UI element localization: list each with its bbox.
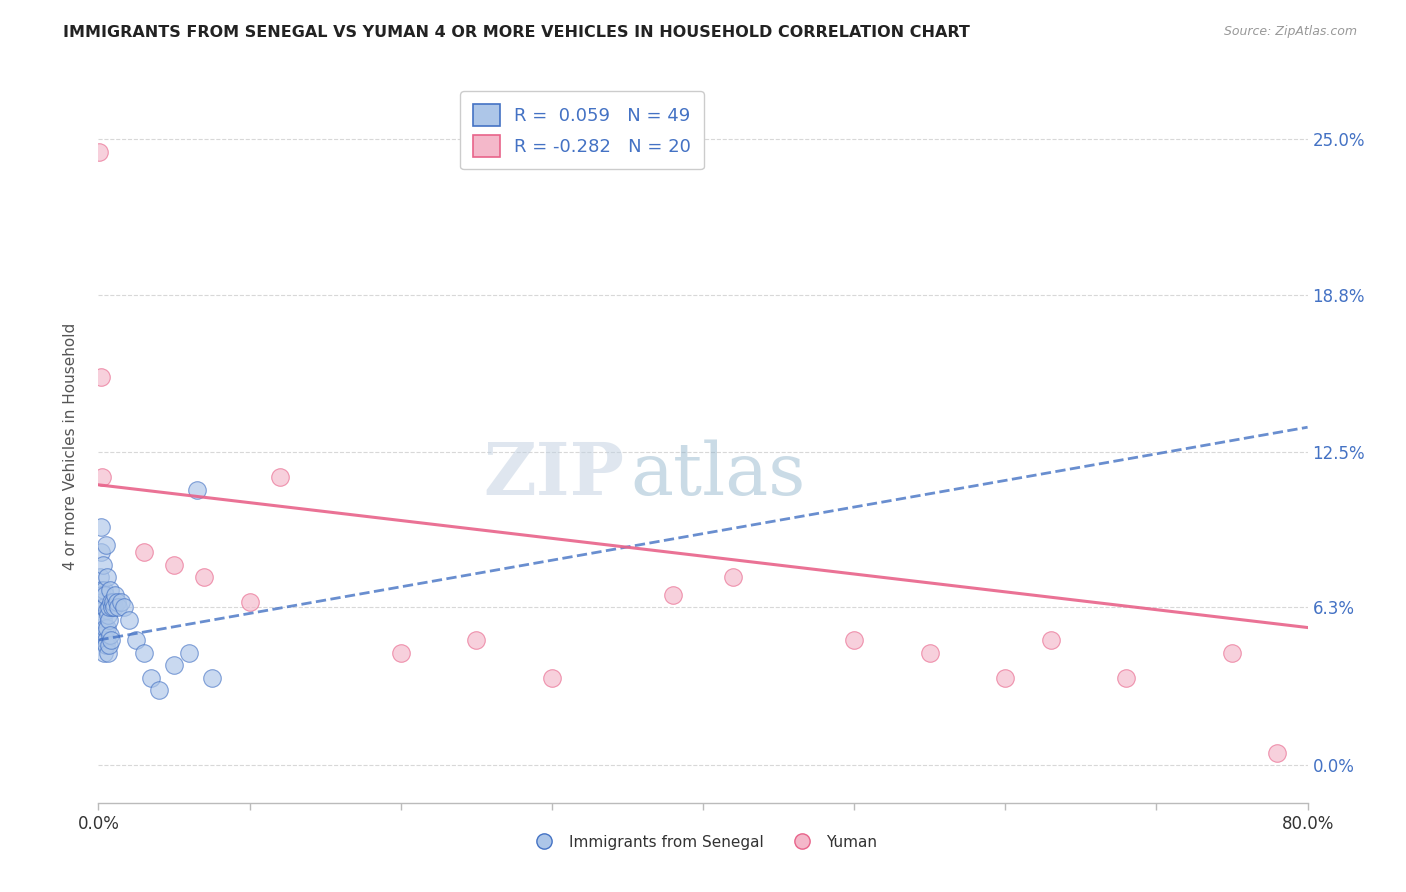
Point (96, 570, 118, 584)
Point (94, 621, 117, 635)
Point (186, 483, 208, 497)
Point (269, 470, 291, 484)
Point (94, 633, 117, 648)
Point (89, 570, 111, 584)
Point (97, 646, 120, 660)
Point (1220, 646, 1243, 660)
Point (723, 570, 745, 584)
Point (98, 628, 121, 642)
Point (100, 633, 122, 648)
Point (90, 588, 112, 602)
Text: IMMIGRANTS FROM SENEGAL VS YUMAN 4 OR MORE VEHICLES IN HOUSEHOLD CORRELATION CHA: IMMIGRANTS FROM SENEGAL VS YUMAN 4 OR MO… (63, 25, 970, 40)
Point (118, 613, 141, 627)
Point (91, 470, 114, 484)
Y-axis label: 4 or more Vehicles in Household: 4 or more Vehicles in Household (63, 322, 77, 570)
Point (91, 628, 114, 642)
Point (101, 600, 124, 615)
Point (101, 595, 124, 609)
Point (994, 671, 1017, 685)
Point (110, 595, 132, 609)
Point (141, 671, 163, 685)
Point (100, 595, 122, 609)
Point (94, 538, 117, 552)
Point (91, 613, 114, 627)
Point (132, 646, 155, 660)
Point (97, 607, 120, 622)
Point (90, 582, 112, 597)
Point (96, 621, 118, 635)
Legend: Immigrants from Senegal, Yuman: Immigrants from Senegal, Yuman (523, 829, 883, 855)
Point (93, 600, 115, 615)
Point (89, 621, 111, 635)
Point (1267, 746, 1289, 760)
Point (90, 520, 112, 534)
Point (540, 671, 562, 685)
Point (94, 588, 117, 602)
Point (179, 646, 201, 660)
Point (163, 658, 186, 673)
Point (93, 646, 115, 660)
Point (201, 671, 224, 685)
Point (389, 646, 412, 660)
Point (91, 558, 114, 572)
Point (98, 638, 121, 652)
Point (93, 582, 115, 597)
Point (105, 595, 128, 609)
Point (107, 600, 129, 615)
Point (96, 638, 118, 652)
Point (89, 145, 111, 159)
Point (148, 683, 170, 698)
Point (239, 595, 262, 609)
Point (465, 633, 488, 648)
Point (89, 607, 111, 622)
Point (90, 545, 112, 559)
Point (91, 595, 114, 609)
Point (1039, 633, 1062, 648)
Point (193, 570, 215, 584)
Point (89, 633, 111, 648)
Point (103, 600, 125, 615)
Point (1115, 671, 1137, 685)
Point (98, 600, 121, 615)
Point (97, 613, 120, 627)
Point (844, 633, 866, 648)
Point (104, 588, 127, 602)
Text: atlas: atlas (630, 439, 806, 510)
Point (96, 603, 118, 617)
Point (112, 600, 135, 615)
Point (163, 558, 186, 572)
Text: Source: ZipAtlas.com: Source: ZipAtlas.com (1223, 25, 1357, 38)
Point (90, 370, 112, 384)
Point (132, 545, 155, 559)
Point (125, 633, 148, 648)
Point (661, 588, 683, 602)
Point (918, 646, 941, 660)
Text: ZIP: ZIP (484, 439, 624, 510)
Point (98, 582, 121, 597)
